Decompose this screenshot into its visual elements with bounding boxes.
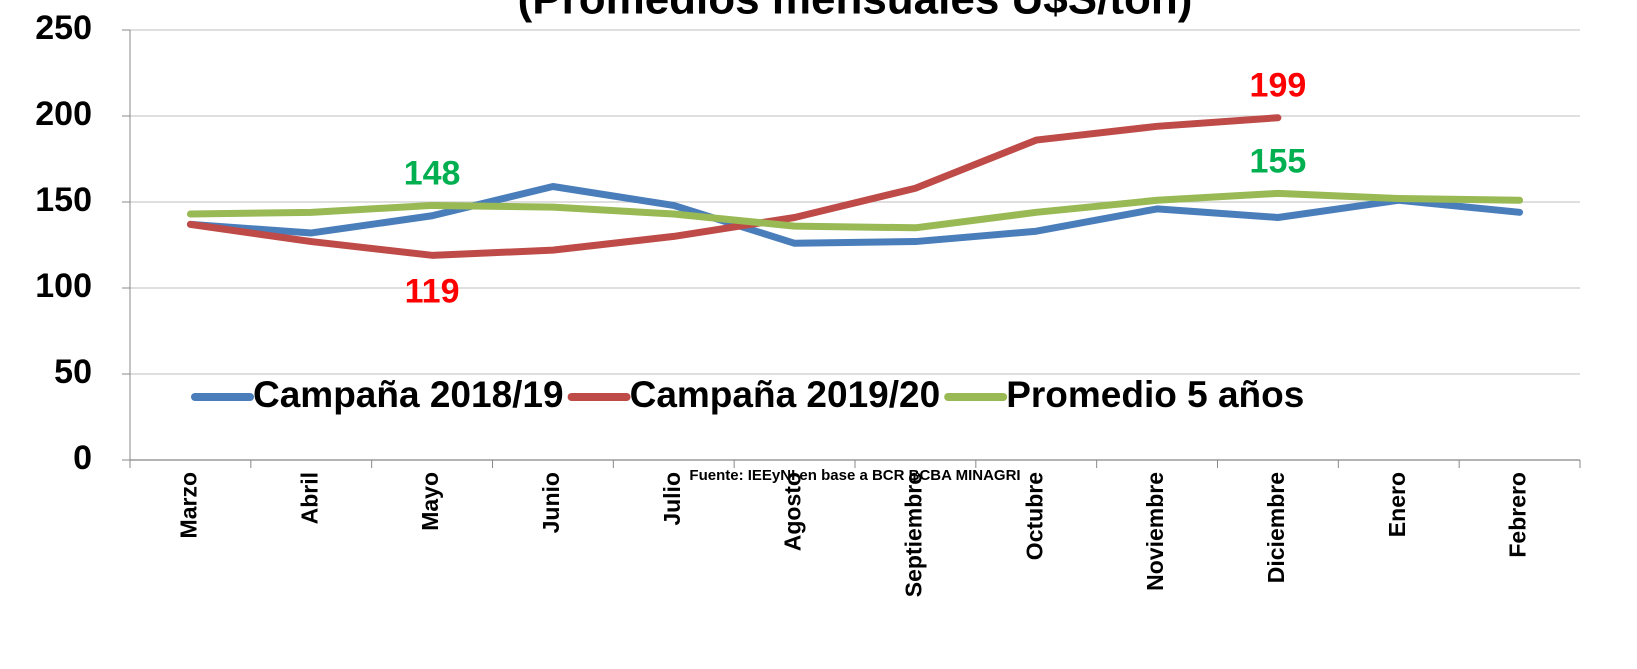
x-tick-label: Diciembre xyxy=(1263,472,1289,583)
data-label: 148 xyxy=(404,154,461,192)
x-tick-label: Enero xyxy=(1384,472,1410,537)
x-tick-label: Mayo xyxy=(417,472,443,531)
chart-title: (Promedios mensuales U$S/ton) xyxy=(518,0,1193,24)
series-line xyxy=(186,183,1524,247)
source-note: Fuente: IEEyNI en base a BCR BCBA MINAGR… xyxy=(689,467,1020,484)
y-tick-label: 200 xyxy=(35,95,92,133)
x-tick-label: Agosto xyxy=(780,472,806,551)
y-tick-label: 0 xyxy=(73,439,92,477)
y-tick-label: 100 xyxy=(35,267,92,305)
y-tick-label: 150 xyxy=(35,181,92,219)
data-label: 199 xyxy=(1250,67,1307,105)
x-tick-label: Octubre xyxy=(1021,472,1047,560)
y-tick-label: 250 xyxy=(35,9,92,47)
x-tick-label: Julio xyxy=(659,472,685,526)
data-label: 155 xyxy=(1250,142,1307,180)
x-tick-label: Noviembre xyxy=(1142,472,1168,591)
x-tick-label: Junio xyxy=(538,472,564,533)
x-tick-label: Abril xyxy=(296,472,322,524)
x-tick-label: Septiembre xyxy=(900,472,926,597)
legend-label: Campaña 2019/20 xyxy=(630,374,941,415)
x-tick-label: Febrero xyxy=(1505,472,1531,558)
data-label: 119 xyxy=(405,272,460,310)
series-line xyxy=(186,114,1282,259)
y-tick-label: 50 xyxy=(54,353,92,391)
series-line xyxy=(186,189,1524,232)
x-tick-label: Marzo xyxy=(175,472,201,538)
legend-label: Campaña 2018/19 xyxy=(253,374,564,415)
legend-label: Promedio 5 años xyxy=(1006,374,1304,415)
